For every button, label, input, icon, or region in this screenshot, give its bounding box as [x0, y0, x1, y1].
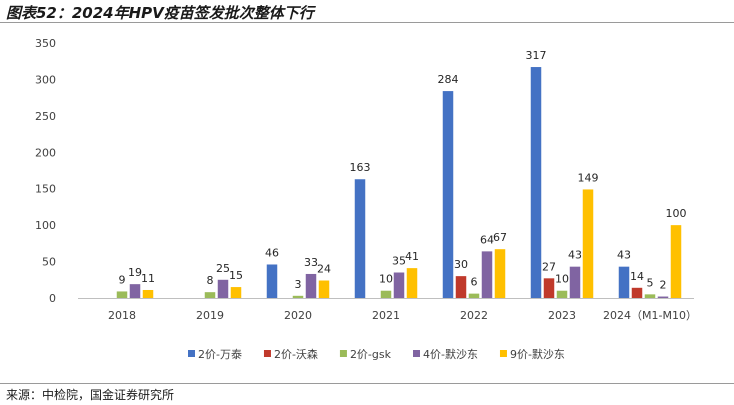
- data-label: 284: [438, 73, 459, 86]
- bar: [217, 279, 229, 298]
- figure-title: 图表52：2024年HPV疫苗签发批次整体下行: [6, 4, 314, 22]
- data-label: 14: [630, 270, 644, 283]
- y-tick-label: 100: [35, 219, 56, 232]
- y-tick-label: 300: [35, 73, 56, 86]
- bars: [116, 67, 682, 298]
- bar: [481, 251, 493, 298]
- bar: [569, 266, 581, 298]
- data-label: 33: [304, 256, 318, 269]
- data-label: 43: [617, 249, 631, 262]
- data-label: 35: [392, 255, 406, 268]
- legend: 2价-万泰 2价-沃森 2价-gsk 4价-默沙东 9价-默沙东: [188, 347, 565, 361]
- source-divider: [0, 383, 734, 384]
- data-label: 149: [578, 171, 599, 184]
- legend-swatch: [339, 350, 347, 357]
- bar: [142, 289, 154, 298]
- y-tick-label: 350: [35, 37, 56, 50]
- legend-label: 2价-gsk: [350, 348, 392, 361]
- x-tick-label: 2021: [372, 309, 400, 322]
- x-tick-label: 2020: [284, 309, 312, 322]
- bar: [543, 278, 555, 298]
- data-label: 10: [379, 273, 393, 286]
- bar: [406, 268, 418, 298]
- bar: [204, 292, 216, 298]
- data-label: 3: [295, 278, 302, 291]
- bar: [556, 290, 568, 298]
- bar: [631, 287, 643, 298]
- x-tick-label: 2023: [548, 309, 576, 322]
- bar: [455, 276, 467, 298]
- data-label: 19: [128, 266, 142, 279]
- legend-swatch: [413, 350, 420, 357]
- x-tick-label: 2018: [108, 309, 136, 322]
- y-tick-label: 0: [49, 292, 56, 305]
- data-label: 317: [526, 49, 547, 62]
- x-tick-label: 2024（M1-M10）: [603, 309, 697, 322]
- bar: [354, 179, 366, 298]
- legend-label: 2价-万泰: [198, 347, 242, 361]
- bar: [618, 266, 630, 298]
- bar: [380, 290, 392, 298]
- data-label: 67: [493, 231, 507, 244]
- x-tick-label: 2022: [460, 309, 488, 322]
- legend-swatch: [188, 350, 195, 357]
- legend-label: 9价-默沙东: [510, 348, 565, 361]
- data-label: 41: [405, 250, 419, 263]
- data-label: 163: [350, 161, 371, 174]
- data-label: 100: [666, 207, 687, 220]
- y-tick-label: 150: [35, 183, 56, 196]
- bar: [657, 296, 669, 298]
- x-axis: 2018 2019 2020 2021 2022 2023 2024（M1-M10）: [78, 298, 697, 322]
- y-axis: 0 50 100 150 200 250 300 350: [35, 37, 56, 305]
- bar: [582, 189, 594, 298]
- data-label: 6: [471, 276, 478, 289]
- bar: [318, 280, 330, 298]
- bar: [129, 284, 141, 298]
- bar: [468, 293, 480, 298]
- legend-swatch: [263, 350, 271, 357]
- bar: [494, 249, 506, 298]
- data-label: 27: [542, 260, 556, 273]
- legend-label: 2价-沃森: [274, 347, 318, 361]
- data-label: 24: [317, 263, 331, 276]
- y-tick-label: 200: [35, 146, 56, 159]
- bar: [393, 272, 405, 298]
- data-label: 43: [568, 249, 582, 262]
- title-divider: [0, 22, 734, 23]
- data-label: 25: [216, 262, 230, 275]
- data-label: 9: [119, 273, 126, 286]
- bar: [442, 91, 454, 298]
- bar: [644, 294, 656, 298]
- data-label: 15: [229, 269, 243, 282]
- data-label: 46: [265, 246, 279, 259]
- bar: [230, 287, 242, 298]
- legend-swatch: [499, 350, 507, 357]
- data-label: 30: [454, 258, 468, 271]
- bar: [292, 295, 304, 298]
- source-note: 来源：中检院，国金证券研究所: [6, 388, 175, 402]
- x-tick-label: 2019: [196, 309, 224, 322]
- data-label: 5: [647, 276, 654, 289]
- bar: [305, 273, 317, 298]
- bar: [530, 67, 542, 298]
- data-label: 10: [555, 273, 569, 286]
- legend-label: 4价-默沙东: [423, 348, 478, 361]
- data-label: 2: [660, 279, 667, 292]
- data-label: 11: [141, 272, 155, 285]
- data-label: 64: [480, 233, 494, 246]
- bar: [670, 225, 682, 298]
- data-label: 8: [207, 274, 214, 287]
- y-tick-label: 250: [35, 110, 56, 123]
- bar: [266, 264, 278, 298]
- bar: [116, 291, 128, 298]
- y-tick-label: 50: [42, 256, 56, 269]
